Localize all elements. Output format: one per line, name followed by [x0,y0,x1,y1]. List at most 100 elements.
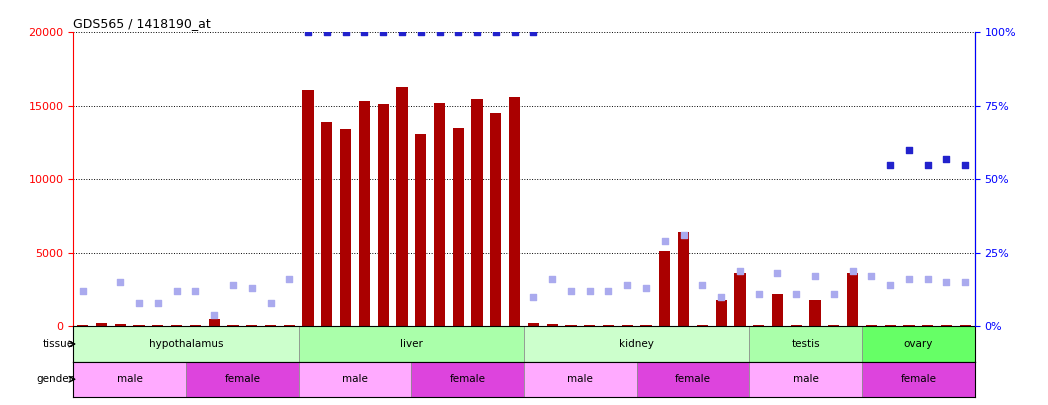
Point [262,300,279,306]
Text: testis: testis [791,339,820,349]
Bar [171,325,182,326]
Text: male: male [567,374,593,384]
FancyBboxPatch shape [73,362,187,397]
Bar [828,325,839,326]
Point [881,282,898,288]
Point [205,311,222,318]
Point [150,300,167,306]
Bar [303,90,313,326]
Point [919,276,936,283]
Point [957,162,974,168]
Point [863,273,879,279]
Point [337,29,354,36]
Bar [659,252,671,326]
Bar [866,325,877,326]
Bar [227,325,239,326]
Bar [265,325,277,326]
Bar [434,103,445,326]
Text: male: male [116,374,143,384]
Bar [565,325,576,326]
Point [732,267,748,274]
Point [750,291,767,297]
Bar [509,97,520,326]
Point [187,288,203,294]
Point [224,282,241,288]
Bar [377,104,389,326]
Bar [96,324,107,326]
Point [243,285,260,291]
Bar [790,325,802,326]
Point [807,273,824,279]
Point [394,29,411,36]
Bar [922,325,934,326]
Bar [340,130,351,326]
Bar [114,324,126,326]
Point [375,29,392,36]
Point [74,288,91,294]
Bar [152,324,163,326]
Bar [396,87,408,326]
FancyBboxPatch shape [637,362,749,397]
Point [563,288,580,294]
Point [919,162,936,168]
Point [412,29,429,36]
Point [544,276,561,283]
Point [319,29,335,36]
FancyBboxPatch shape [863,362,975,397]
Bar [472,98,483,326]
Bar [528,324,539,326]
Bar [547,324,558,326]
Point [487,29,504,36]
Bar [358,102,370,326]
Text: male: male [792,374,818,384]
Text: female: female [450,374,485,384]
Text: female: female [675,374,711,384]
Point [845,267,861,274]
FancyBboxPatch shape [73,326,299,362]
Text: tissue: tissue [42,339,73,349]
Bar [190,325,201,326]
Point [450,29,466,36]
Point [468,29,485,36]
Point [131,300,148,306]
Point [957,279,974,286]
Bar [809,300,821,326]
Bar [284,325,294,326]
Point [619,282,636,288]
Bar [697,325,708,326]
FancyBboxPatch shape [187,362,299,397]
Bar [903,325,915,326]
Bar [78,325,88,326]
Bar [603,324,614,326]
FancyBboxPatch shape [524,326,749,362]
Text: liver: liver [400,339,422,349]
Point [788,291,805,297]
Point [694,282,711,288]
FancyBboxPatch shape [749,326,863,362]
Point [938,156,955,162]
FancyBboxPatch shape [524,362,637,397]
Bar [453,128,464,326]
Bar [735,273,745,326]
Point [582,288,598,294]
Text: male: male [342,374,368,384]
Text: ovary: ovary [903,339,933,349]
Point [525,294,542,300]
Point [169,288,185,294]
Point [525,29,542,36]
Point [900,147,917,153]
Point [637,285,654,291]
Bar [754,325,764,326]
Point [881,162,898,168]
Text: female: female [900,374,936,384]
Text: GDS565 / 1418190_at: GDS565 / 1418190_at [73,17,211,30]
Bar [885,325,896,326]
Bar [640,325,652,326]
Point [300,29,316,36]
FancyBboxPatch shape [299,326,524,362]
Point [900,276,917,283]
Text: hypothalamus: hypothalamus [149,339,223,349]
FancyBboxPatch shape [412,362,524,397]
Point [769,270,786,277]
Point [281,276,298,283]
